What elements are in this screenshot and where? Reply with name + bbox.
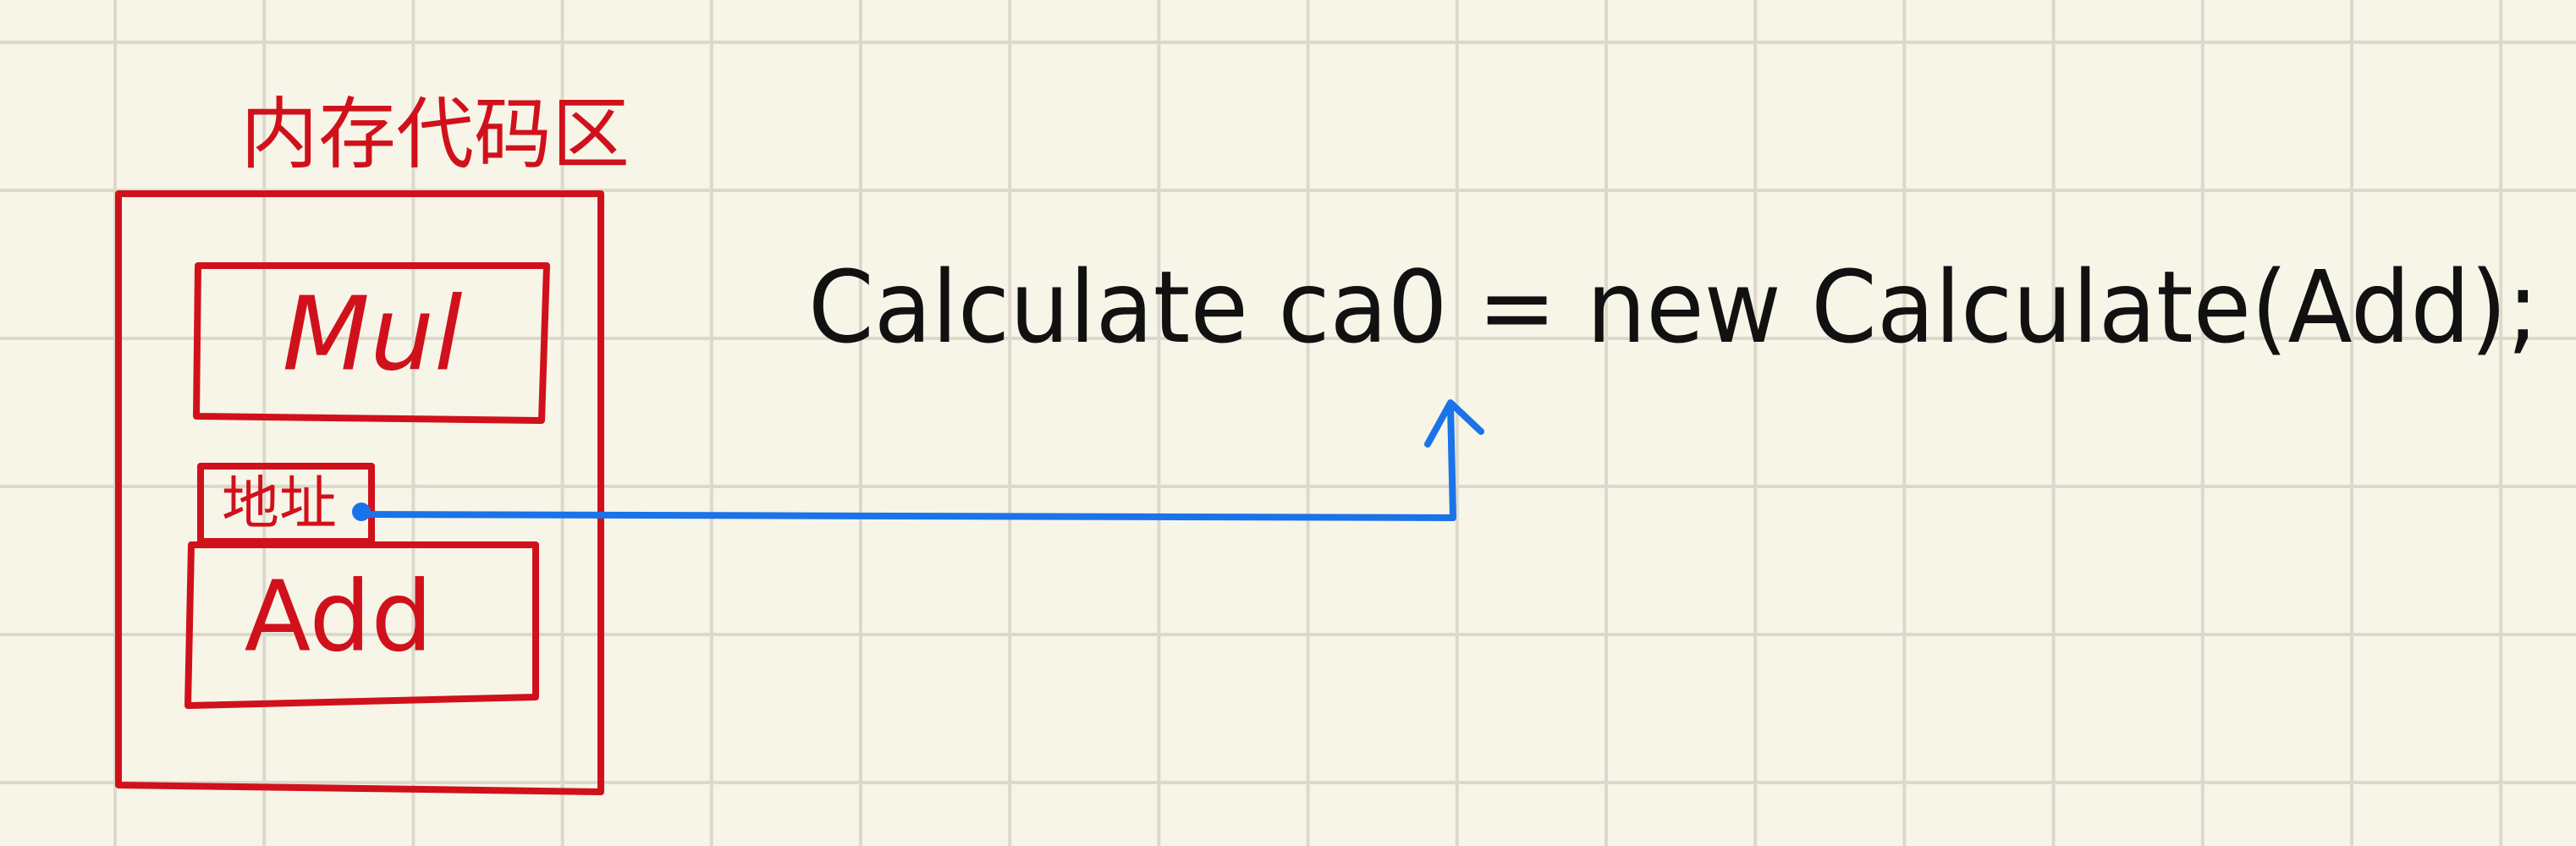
code-line: Calculate ca0 = new Calculate(Add);	[808, 249, 2539, 365]
pointer-arrow	[352, 399, 1484, 521]
add-label: Add	[245, 561, 433, 674]
mul-label: Mul	[283, 277, 463, 394]
memory-box	[115, 190, 604, 795]
mul-box	[193, 262, 550, 424]
memory-title: 内存代码区	[240, 89, 630, 179]
pointer-line	[358, 402, 1456, 521]
address-label: 地址	[222, 471, 337, 538]
add-box	[184, 541, 539, 709]
arrow-head	[1424, 399, 1484, 448]
